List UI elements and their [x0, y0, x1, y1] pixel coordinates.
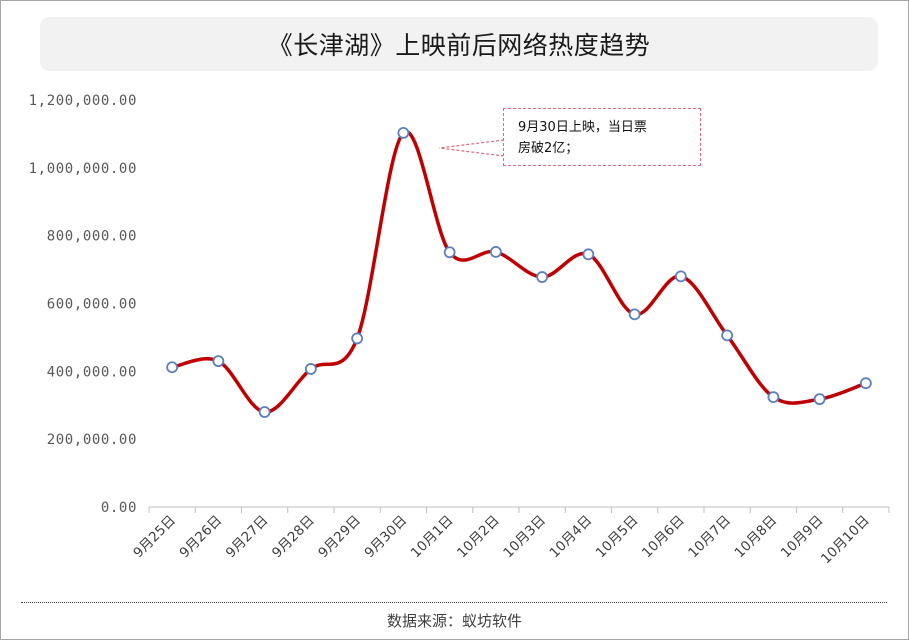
data-point: [767, 391, 780, 404]
leader-line-bottom: [438, 147, 505, 157]
data-point: [397, 126, 410, 139]
y-tick-label: 0.00: [101, 500, 137, 516]
leader-line-top: [438, 139, 505, 149]
x-tick-label: 9月29日: [315, 513, 364, 562]
x-tick-label: 9月26日: [177, 513, 226, 562]
data-points: [166, 126, 872, 418]
annotation-leader: [438, 139, 505, 157]
x-tick-label: 9月27日: [223, 513, 272, 562]
y-tick-label: 1,000,000.00: [29, 161, 137, 177]
y-axis: 0.00 200,000.00 400,000.00 600,000.00 800,00…: [29, 93, 137, 516]
x-tick-label: 10月5日: [593, 513, 642, 562]
data-point: [813, 393, 826, 406]
x-tick-label: 10月10日: [818, 513, 873, 568]
x-tick-label: 9月30日: [362, 513, 411, 562]
x-axis: 9月25日9月26日9月27日9月28日9月29日9月30日10月1日10月2日…: [130, 506, 890, 568]
x-tick-label: 10月3日: [500, 513, 549, 562]
data-point: [351, 332, 364, 345]
data-point: [489, 246, 502, 258]
chart-title-bar: 《长津湖》上映前后网络热度趋势: [40, 17, 878, 71]
series-line-group: [171, 130, 867, 414]
data-point: [304, 363, 317, 375]
annotation-callout: 9月30日上映，当日票 房破2亿；: [503, 108, 701, 166]
data-point: [166, 361, 179, 374]
annotation-line-2: 房破2亿；: [518, 141, 579, 156]
x-tick-label: 10月1日: [408, 513, 457, 562]
source-divider: [21, 602, 887, 603]
data-point: [859, 377, 872, 390]
data-point: [628, 308, 641, 321]
data-point: [582, 248, 595, 261]
series-line: [171, 130, 867, 414]
x-tick-label: 9月28日: [269, 513, 318, 562]
y-tick-label: 1,200,000.00: [29, 93, 137, 109]
y-tick-label: 600,000.00: [47, 297, 137, 313]
x-tick-label: 10月2日: [454, 513, 503, 562]
data-point: [721, 329, 734, 342]
x-tick-label: 10月8日: [732, 513, 781, 562]
x-tick-label: 10月6日: [639, 513, 688, 562]
x-tick-label: 10月7日: [685, 513, 734, 562]
chart-title: 《长津湖》上映前后网络热度趋势: [267, 31, 651, 60]
data-point: [258, 406, 271, 418]
y-tick-label: 800,000.00: [47, 229, 137, 245]
annotation-line-1: 9月30日上映，当日票: [518, 120, 647, 135]
x-tick-label: 9月25日: [130, 513, 179, 562]
y-tick-label: 200,000.00: [47, 432, 137, 448]
x-tick-label: 10月4日: [547, 513, 596, 562]
data-point: [674, 270, 687, 283]
y-tick-label: 400,000.00: [47, 364, 137, 380]
data-source: 数据来源：蚁坊软件: [386, 612, 522, 630]
data-point: [212, 355, 225, 368]
data-point: [536, 271, 549, 283]
line-chart: 0.00 200,000.00 400,000.00 600,000.00 800,00…: [29, 93, 890, 568]
data-point: [443, 246, 456, 259]
